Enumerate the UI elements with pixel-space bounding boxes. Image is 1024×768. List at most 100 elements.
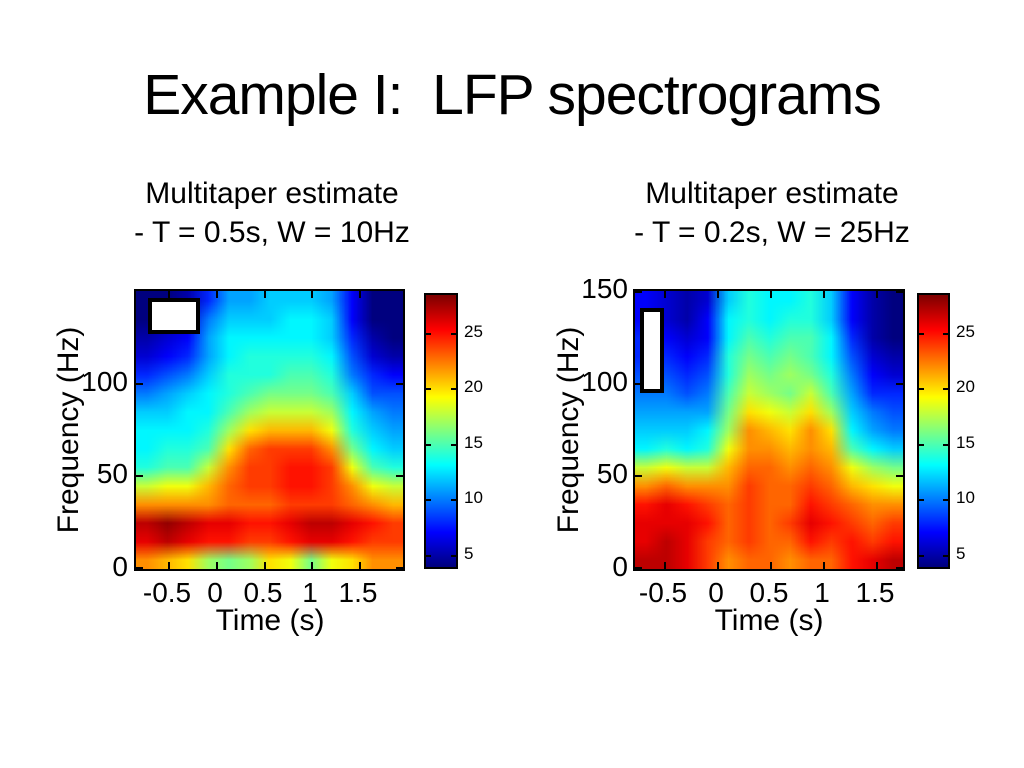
panel-right-subtitle-line2: - T = 0.2s, W = 25Hz: [634, 216, 910, 249]
x-tick-mark: [876, 562, 878, 569]
colorbar-gradient-left: [426, 295, 456, 567]
colorbar-tick-label: 5: [956, 544, 966, 563]
colorbar-right: [917, 293, 950, 569]
colorbar-tick-mark: [919, 499, 924, 501]
spectrogram-canvas-right: [635, 291, 903, 569]
colorbar-tick-label: 15: [956, 433, 975, 452]
colorbar-tick-mark: [451, 388, 456, 390]
colorbar-tick-mark: [919, 444, 924, 446]
colorbar-tick-mark: [426, 388, 431, 390]
colorbar-tick-mark: [943, 388, 948, 390]
colorbar-tick-label: 25: [464, 322, 483, 341]
colorbar-left: [424, 293, 458, 569]
x-tick-label: -0.5: [142, 577, 192, 608]
x-tick-label: 0: [207, 577, 223, 608]
colorbar-tick-mark: [919, 555, 924, 557]
x-tick-mark: [664, 562, 666, 569]
x-tick-mark: [359, 291, 361, 298]
colorbar-tick-mark: [426, 444, 431, 446]
x-tick-mark: [717, 291, 719, 298]
colorbar-tick-label: 5: [464, 544, 474, 563]
x-tick-mark: [168, 291, 170, 298]
panel-left-subtitle: Multitaper estimate - T = 0.5s, W = 10Hz: [92, 174, 452, 252]
y-axis-label-left: Frequency (Hz): [52, 326, 85, 534]
x-tick-label: 1: [302, 577, 318, 608]
y-axis-label-right: Frequency (Hz): [552, 326, 585, 534]
x-tick-mark: [311, 562, 313, 569]
y-tick-mark: [635, 291, 642, 293]
x-tick-mark: [876, 291, 878, 298]
x-tick-label: -0.5: [638, 577, 688, 608]
x-tick-mark: [823, 562, 825, 569]
y-tick-mark: [635, 475, 642, 477]
spectrogram-plot-right: [633, 289, 905, 571]
colorbar-tick-mark: [943, 499, 948, 501]
colorbar-tick-mark: [919, 388, 924, 390]
y-tick-mark: [896, 383, 903, 385]
y-tick-label: 0: [612, 551, 628, 582]
y-tick-mark: [136, 383, 143, 385]
annotation-box-left: [148, 298, 200, 334]
x-tick-mark: [216, 291, 218, 298]
y-tick-mark: [396, 475, 403, 477]
spectrogram-canvas-left: [136, 291, 403, 569]
y-tick-mark: [396, 383, 403, 385]
colorbar-tick-mark: [451, 499, 456, 501]
colorbar-gradient-right: [919, 295, 948, 567]
x-tick-mark: [823, 291, 825, 298]
x-tick-mark: [770, 562, 772, 569]
y-tick-label: 50: [596, 458, 628, 489]
y-tick-mark: [896, 291, 903, 293]
y-tick-label: 0: [112, 551, 128, 582]
panel-right-subtitle: Multitaper estimate - T = 0.2s, W = 25Hz: [592, 174, 952, 252]
x-tick-mark: [717, 562, 719, 569]
annotation-box-right: [640, 307, 664, 393]
x-tick-label: 1.5: [338, 577, 378, 608]
y-tick-mark: [136, 567, 143, 569]
x-tick-mark: [770, 291, 772, 298]
y-tick-mark: [136, 475, 143, 477]
x-tick-label: 0.5: [243, 577, 283, 608]
y-tick-label: 50: [96, 458, 128, 489]
colorbar-tick-label: 20: [464, 377, 483, 396]
x-tick-mark: [264, 291, 266, 298]
colorbar-tick-mark: [451, 333, 456, 335]
x-tick-label: 1.5: [855, 577, 895, 608]
colorbar-tick-mark: [919, 333, 924, 335]
colorbar-tick-mark: [943, 333, 948, 335]
y-tick-label: 150: [581, 273, 628, 304]
y-tick-mark: [896, 567, 903, 569]
colorbar-tick-label: 10: [956, 488, 975, 507]
x-tick-mark: [216, 562, 218, 569]
colorbar-tick-label: 25: [956, 322, 975, 341]
slide-title: Example I: LFP spectrograms: [143, 63, 882, 127]
y-tick-mark: [635, 383, 642, 385]
colorbar-tick-mark: [426, 333, 431, 335]
colorbar-tick-label: 10: [464, 488, 483, 507]
x-tick-mark: [664, 291, 666, 298]
colorbar-tick-mark: [451, 555, 456, 557]
panel-left-subtitle-line1: Multitaper estimate: [145, 177, 399, 210]
x-tick-mark: [311, 291, 313, 298]
colorbar-tick-mark: [426, 555, 431, 557]
y-tick-mark: [396, 567, 403, 569]
panel-left-subtitle-line2: - T = 0.5s, W = 10Hz: [134, 216, 410, 249]
x-tick-label: 0: [708, 577, 724, 608]
colorbar-tick-label: 15: [464, 433, 483, 452]
x-axis-label-right: Time (s): [714, 604, 824, 637]
y-tick-mark: [635, 567, 642, 569]
x-tick-label: 0.5: [749, 577, 789, 608]
spectrogram-plot-left: [134, 289, 405, 571]
y-tick-label: 100: [581, 366, 628, 397]
y-tick-mark: [896, 475, 903, 477]
colorbar-tick-mark: [943, 555, 948, 557]
x-tick-mark: [168, 562, 170, 569]
y-tick-label: 100: [81, 366, 128, 397]
colorbar-tick-mark: [943, 444, 948, 446]
x-tick-mark: [359, 562, 361, 569]
colorbar-tick-mark: [426, 499, 431, 501]
x-tick-mark: [264, 562, 266, 569]
x-tick-label: 1: [814, 577, 830, 608]
colorbar-tick-label: 20: [956, 377, 975, 396]
